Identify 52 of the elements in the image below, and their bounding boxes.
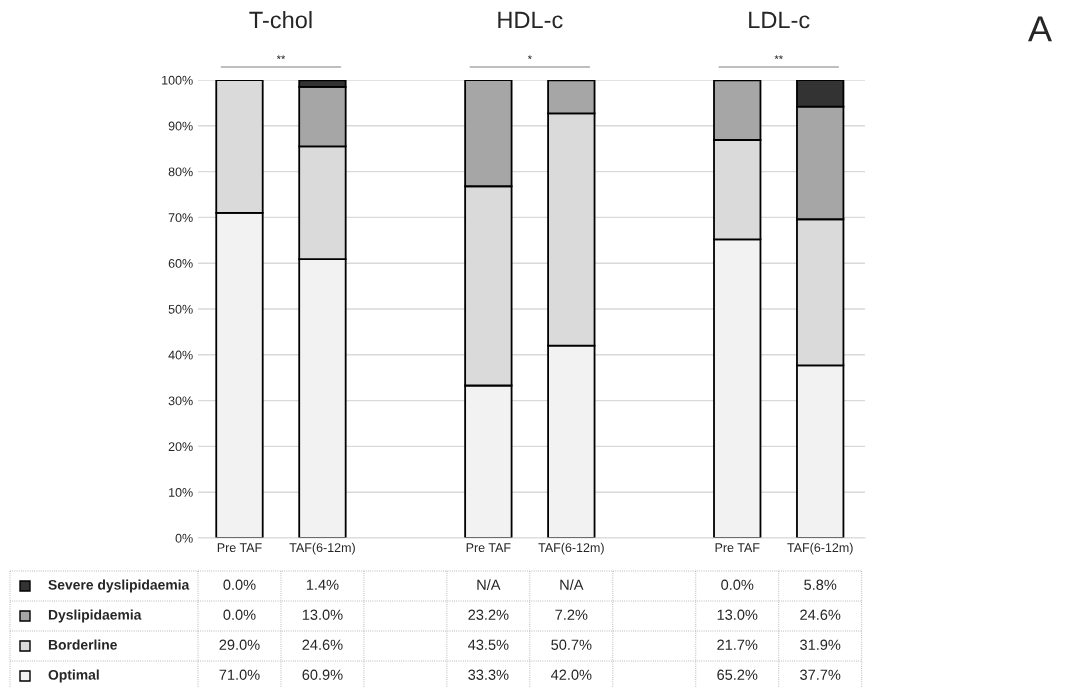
y-tick-label: 20%: [168, 442, 193, 452]
data-label: 71.0%: [219, 669, 260, 680]
text: **: [276, 55, 286, 60]
y-tick-label: 40%: [168, 350, 193, 360]
data-label: 0.0%: [721, 579, 754, 590]
data-label: 23.2%: [468, 609, 509, 620]
data-label: 37.7%: [800, 669, 841, 680]
x-tick-label: TAF(6-12m): [538, 542, 604, 555]
data-label: 7.2%: [555, 609, 588, 620]
x-tick-label: TAF(6-12m): [289, 542, 355, 555]
x-tick-label: Pre TAF: [466, 543, 511, 553]
text: N/A: [477, 579, 501, 590]
text: A: [1028, 16, 1052, 42]
text: T-chol: [249, 11, 312, 29]
legend-label: Severe dyslipidaemia: [48, 579, 190, 593]
text: N/A: [560, 579, 584, 590]
y-tick-label: 80%: [168, 167, 193, 177]
y-tick-label: 90%: [168, 121, 193, 131]
data-label: 43.5%: [468, 639, 509, 650]
data-label: 0.0%: [223, 609, 256, 620]
legend-label: Dyslipidaemia: [48, 609, 142, 623]
y-tick-label: 60%: [168, 259, 193, 268]
data-label: 42.0%: [550, 669, 592, 680]
legend-label: Borderline: [48, 639, 117, 650]
data-label: 33.3%: [468, 669, 509, 680]
x-tick-label: Pre TAF: [715, 543, 760, 553]
data-label: 1.4%: [306, 579, 339, 590]
text: *: [527, 55, 532, 60]
text: LDL-c: [749, 11, 810, 29]
data-label: 13.0%: [717, 609, 758, 620]
data-label: 31.9%: [800, 639, 841, 650]
data-label: 60.9%: [302, 669, 343, 680]
data-label: 5.8%: [804, 579, 837, 590]
data-label: 65.2%: [717, 669, 758, 680]
x-tick-label: TAF(6-12m): [787, 542, 853, 555]
data-label: 21.7%: [717, 639, 758, 650]
y-tick-label: 100%: [162, 75, 193, 85]
x-tick-label: Pre TAF: [217, 543, 262, 553]
y-tick-label: 10%: [169, 488, 193, 497]
y-tick-label: 30%: [168, 396, 193, 406]
data-label: 24.6%: [302, 639, 343, 650]
y-tick-label: 70%: [168, 213, 193, 223]
y-tick-label: 50%: [168, 304, 193, 314]
data-label: 0.0%: [223, 579, 256, 590]
data-label: 13.0%: [302, 609, 343, 620]
data-label: 24.6%: [800, 609, 841, 620]
data-label: 29.0%: [219, 639, 260, 650]
y-tick-label: 0%: [175, 533, 193, 543]
legend-label: Optimal: [48, 669, 99, 683]
text: **: [774, 55, 783, 60]
data-label: 50.7%: [551, 639, 592, 650]
text: HDL-c: [498, 11, 563, 29]
